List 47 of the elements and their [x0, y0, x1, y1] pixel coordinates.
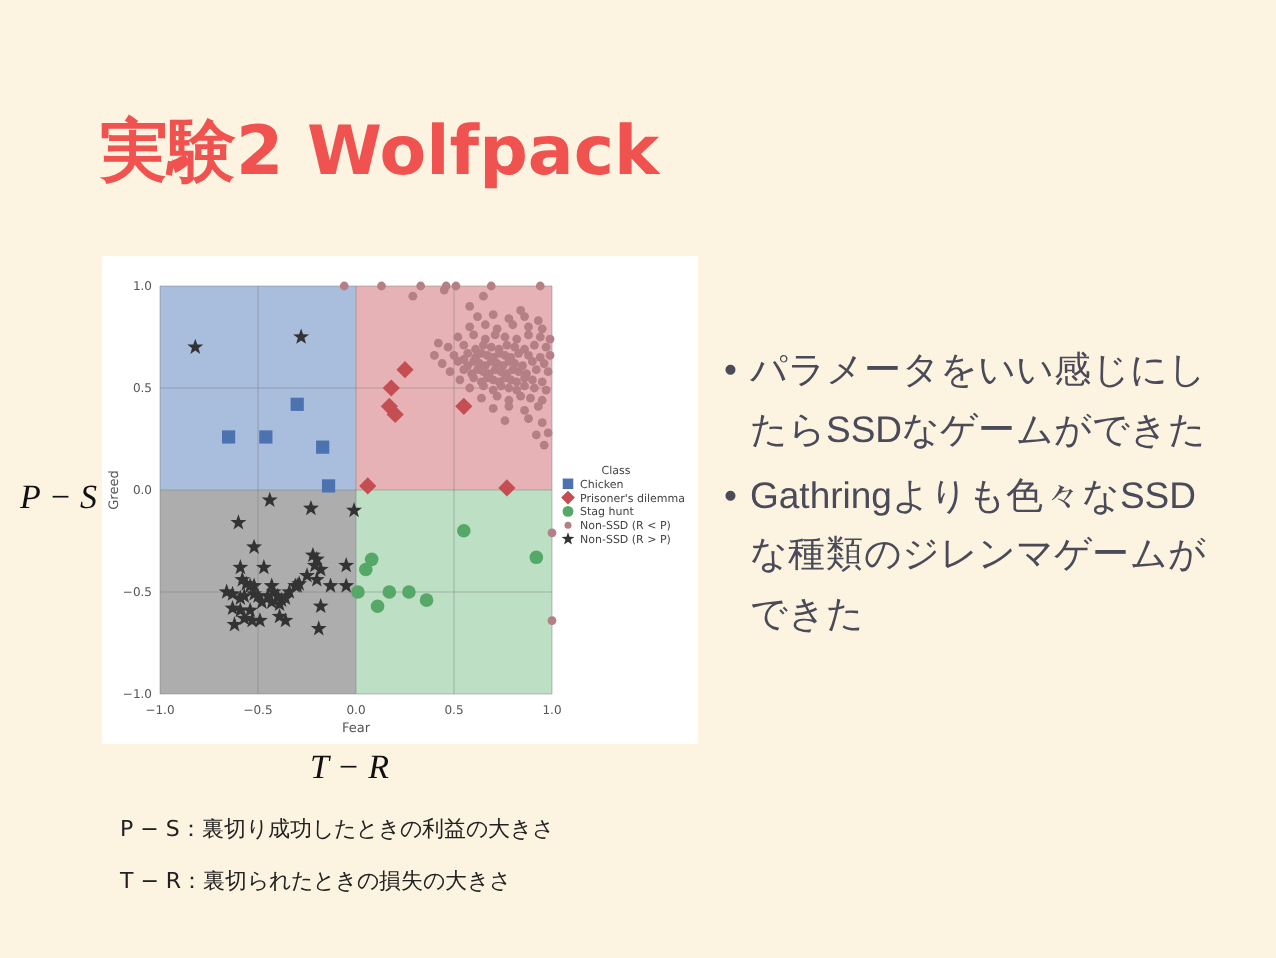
chart-title: 実験2 Wolfpack: [98, 112, 663, 192]
point: [364, 552, 379, 567]
text: T − R：裏切られたときの損失の大きさ: [118, 868, 512, 894]
point: [308, 571, 325, 587]
point: [290, 397, 304, 411]
text: T − R: [310, 748, 391, 786]
point: [293, 328, 310, 344]
point: [310, 620, 327, 636]
point: [230, 514, 247, 530]
text: P − S: [18, 478, 99, 516]
point: [402, 585, 416, 599]
point: [396, 361, 414, 379]
point: [226, 616, 243, 632]
point: [187, 338, 204, 354]
point: [455, 397, 473, 415]
point: [255, 559, 272, 575]
point: [370, 599, 385, 614]
point: [242, 601, 259, 618]
point: [498, 479, 516, 497]
point: [222, 430, 236, 444]
point: [302, 499, 319, 516]
text: Gathringよりも色々なSSDな種類のジレンマゲームができた: [750, 471, 1208, 637]
point: [312, 597, 329, 614]
point: [321, 479, 336, 493]
point: [346, 502, 363, 518]
point: [261, 491, 278, 507]
point: [382, 379, 400, 397]
text: P − S：裏切り成功したときの利益の大きさ: [120, 816, 554, 842]
point: [359, 477, 377, 495]
point: [232, 559, 249, 575]
point: [351, 585, 365, 599]
point: [316, 440, 330, 454]
point: [382, 585, 397, 599]
point: [457, 524, 471, 538]
point: [322, 577, 339, 593]
point: [246, 538, 263, 554]
point: [259, 430, 273, 444]
text: •: [724, 346, 739, 394]
point: [419, 593, 434, 607]
text: •: [724, 471, 739, 519]
point: [338, 577, 355, 593]
point: [386, 405, 404, 424]
text: パラメータをいい感じにしたらSSDなゲームができた: [750, 346, 1209, 453]
point: [529, 550, 544, 565]
point: [338, 557, 355, 573]
point: [359, 562, 373, 577]
point: [299, 567, 315, 583]
